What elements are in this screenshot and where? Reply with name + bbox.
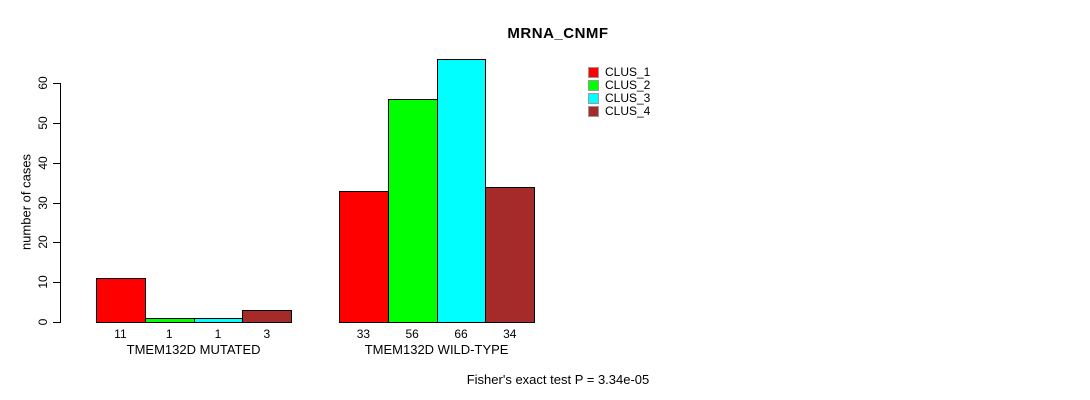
y-tick-label: 10	[36, 275, 50, 289]
legend-swatch-clus-3	[588, 93, 599, 104]
bar-tmem132d-mutated-clus-3	[193, 318, 244, 323]
legend-swatch-clus-2	[588, 80, 599, 91]
legend-item-clus-4: CLUS_4	[588, 105, 650, 118]
legend-label: CLUS_4	[605, 104, 651, 118]
y-tick	[53, 83, 60, 84]
legend-swatch-clus-1	[588, 67, 599, 78]
y-tick-label: 0	[36, 318, 50, 326]
legend-label: CLUS_2	[605, 78, 651, 92]
group-label-tmem132d-mutated: TMEM132D MUTATED	[126, 342, 261, 357]
bar-value-label: 56	[405, 327, 419, 341]
y-tick-label: 20	[36, 235, 50, 249]
bar-value-label: 3	[263, 327, 271, 341]
y-tick	[53, 163, 60, 164]
y-tick-label: 60	[36, 76, 50, 90]
bar-value-label: 1	[165, 327, 173, 341]
legend-swatch-clus-4	[588, 106, 599, 117]
y-tick	[53, 242, 60, 243]
y-tick	[53, 322, 60, 323]
bar-tmem132d-mutated-clus-1	[96, 278, 146, 323]
bar-tmem132d-mutated-clus-4	[242, 310, 293, 323]
y-tick-label: 40	[36, 156, 50, 170]
bar-value-label: 11	[114, 327, 127, 341]
bar-tmem132d-wild-type-clus-4	[485, 187, 536, 323]
group-label-tmem132d-wild-type: TMEM132D WILD-TYPE	[364, 342, 509, 357]
bar-value-label: 34	[503, 327, 517, 341]
legend-item-clus-3: CLUS_3	[588, 92, 650, 105]
y-tick-label: 50	[36, 116, 50, 130]
bar-tmem132d-mutated-clus-2	[144, 318, 195, 323]
chart-title: MRNA_CNMF	[507, 25, 609, 42]
y-tick	[53, 123, 60, 124]
bar-value-label: 1	[214, 327, 222, 341]
legend-label: CLUS_3	[605, 91, 651, 105]
y-tick	[53, 282, 60, 283]
legend-item-clus-2: CLUS_2	[588, 79, 650, 92]
bar-tmem132d-wild-type-clus-2	[387, 99, 438, 323]
bar-value-label: 33	[356, 327, 371, 341]
bar-tmem132d-wild-type-clus-3	[436, 59, 487, 323]
legend: CLUS_1 CLUS_2 CLUS_3 CLUS_4	[588, 66, 650, 118]
legend-item-clus-1: CLUS_1	[588, 66, 650, 79]
bar-tmem132d-wild-type-clus-1	[339, 191, 389, 323]
bar-value-label: 66	[454, 327, 468, 341]
annotation-text: Fisher's exact test P = 3.34e-05	[466, 372, 650, 387]
y-tick	[53, 203, 60, 204]
legend-label: CLUS_1	[605, 65, 651, 79]
y-tick-label: 30	[36, 196, 50, 210]
y-axis-line	[60, 83, 61, 323]
